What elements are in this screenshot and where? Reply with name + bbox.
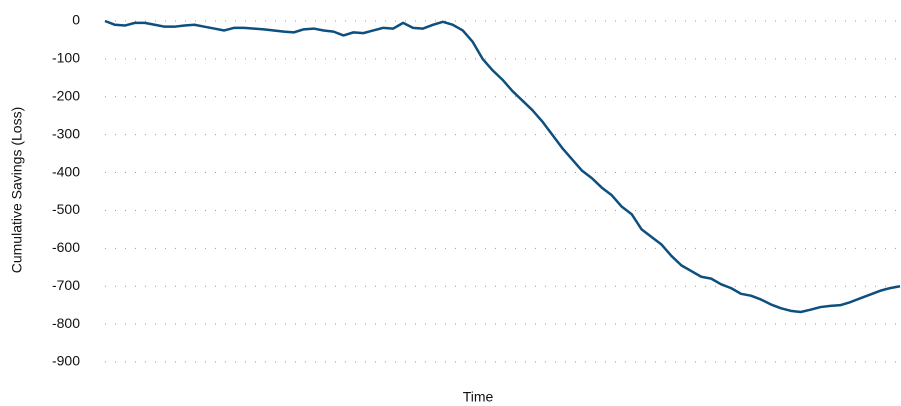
- y-tick-label: 0: [72, 12, 80, 28]
- y-tick-label: -300: [52, 125, 80, 141]
- x-axis-label: Time: [463, 389, 494, 405]
- y-tick-label: -200: [52, 87, 80, 103]
- y-tick-label: -800: [52, 315, 80, 331]
- y-tick-label: -900: [52, 353, 80, 369]
- y-tick-label: -600: [52, 239, 80, 255]
- y-tick-label: -100: [52, 50, 80, 66]
- y-axis-label: Cumulative Savings (Loss): [9, 107, 25, 274]
- y-tick-label: -700: [52, 277, 80, 293]
- y-tick-label: -500: [52, 201, 80, 217]
- data-line: [104, 19, 901, 314]
- y-tick-label: -400: [52, 163, 80, 179]
